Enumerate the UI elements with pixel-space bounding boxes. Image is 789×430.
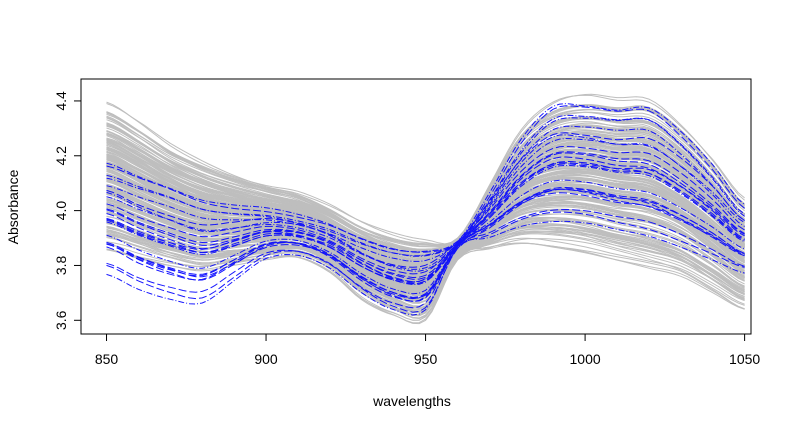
blue-series-line (106, 208, 745, 309)
blue-series-line (106, 152, 745, 280)
gray-series-line (106, 191, 745, 290)
gray-series-line (106, 141, 745, 265)
blue-series-line (106, 132, 745, 268)
blue-series-line (106, 164, 745, 286)
blue-series-line (106, 179, 745, 295)
blue-series-line (106, 151, 745, 279)
gray-series-line (106, 149, 745, 268)
x-axis-title: wavelengths (372, 393, 451, 409)
gray-series-line (106, 186, 745, 289)
x-tick-label: 950 (414, 351, 438, 367)
gray-series-line (106, 196, 745, 296)
gray-series-line (106, 126, 745, 255)
y-axis-title: Absorbance (5, 169, 21, 244)
blue-series-line (106, 163, 745, 285)
y-tick-label: 4.4 (53, 91, 69, 111)
gray-series-line (106, 104, 745, 245)
y-tick-label: 3.8 (53, 256, 69, 276)
gray-series-line (106, 226, 745, 317)
gray-series-line (106, 94, 745, 247)
gray-series-line (106, 176, 745, 287)
blue-series-line (106, 188, 745, 299)
y-tick-label: 3.6 (53, 310, 69, 330)
y-axis: 3.6 3.8 4.0 4.2 4.4 (53, 91, 82, 330)
blue-series-line (106, 220, 745, 316)
blue-series-line (106, 134, 745, 272)
gray-series-line (106, 184, 745, 291)
blue-series-line (106, 105, 745, 253)
blue-series-line (106, 145, 745, 275)
blue-series-line (106, 188, 745, 300)
gray-series-line (106, 111, 745, 250)
gray-series-line (106, 243, 745, 325)
gray-series-line (106, 117, 745, 251)
x-tick-label: 900 (254, 351, 278, 367)
blue-series-line (106, 211, 745, 313)
blue-series-line (106, 162, 745, 283)
plot-frame (80, 78, 752, 335)
gray-series-line (106, 93, 745, 245)
x-tick-label: 1000 (570, 351, 601, 367)
blue-series-group (106, 103, 745, 316)
gray-series-line (106, 228, 745, 319)
blue-series-line (106, 186, 745, 298)
x-tick-label: 850 (95, 351, 119, 367)
blue-series-line (106, 160, 745, 284)
blue-series-line (106, 137, 745, 270)
blue-series-line (106, 117, 745, 257)
gray-series-line (106, 202, 745, 300)
gray-series-line (106, 132, 745, 259)
gray-series-line (106, 155, 745, 273)
x-axis: 850 900 950 1000 1050 (95, 333, 760, 367)
gray-series-line (106, 242, 745, 324)
blue-series-line (106, 103, 745, 253)
gray-series-line (106, 209, 745, 304)
x-tick-label: 1050 (729, 351, 760, 367)
gray-series-line (106, 172, 745, 282)
gray-series-line (106, 180, 745, 287)
y-tick-label: 4.2 (53, 146, 69, 166)
blue-series-line (106, 125, 745, 262)
gray-series-line (106, 155, 745, 275)
blue-series-line (106, 192, 745, 302)
y-tick-label: 4.0 (53, 201, 69, 221)
gray-series-line (106, 238, 745, 320)
